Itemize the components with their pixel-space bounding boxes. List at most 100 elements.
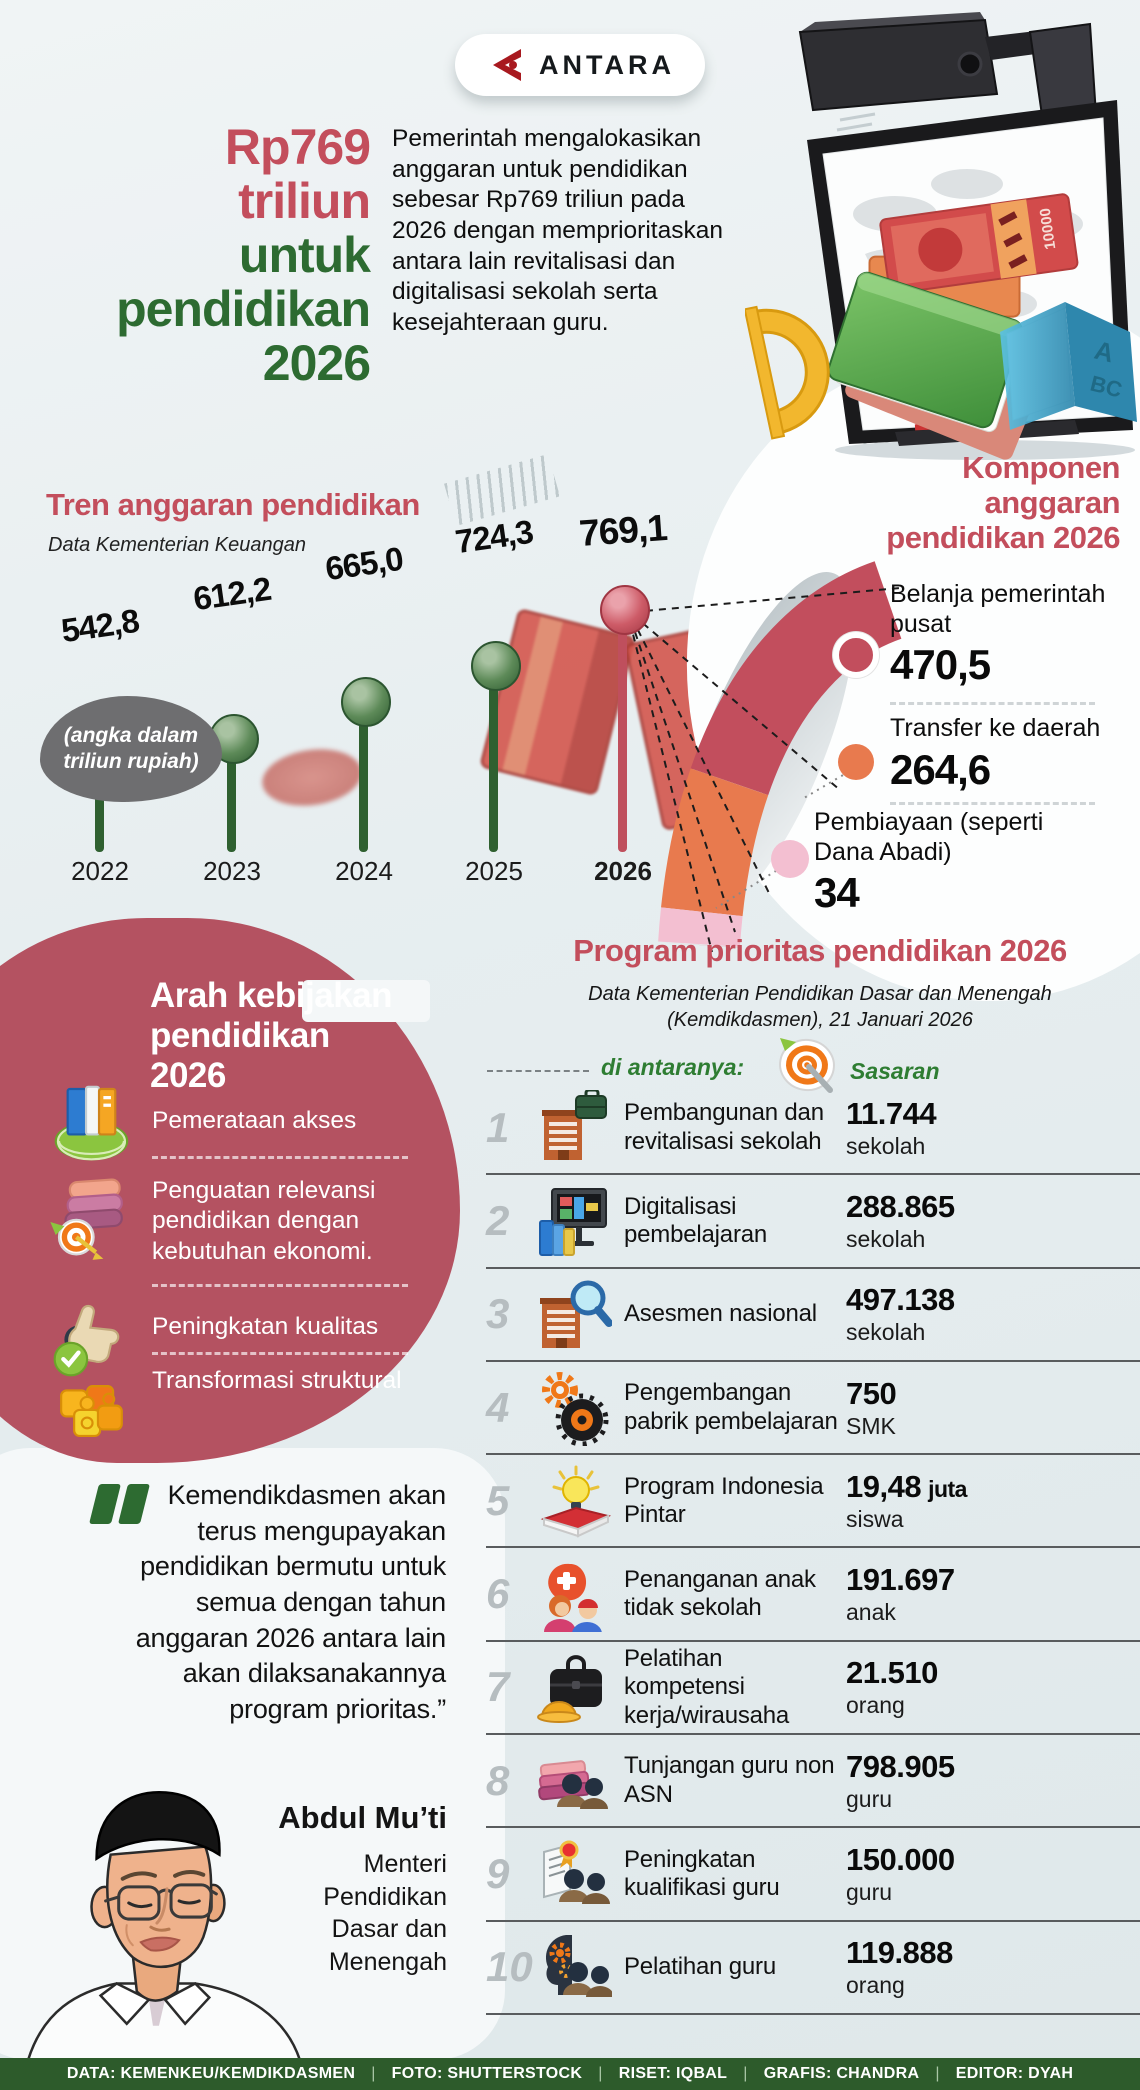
- legend-value: 34: [814, 869, 860, 916]
- target-unit: sekolah: [846, 1225, 926, 1252]
- books-globe-icon: [54, 1085, 129, 1161]
- policy-title-line: 2026: [150, 1055, 226, 1095]
- pin-stem-2022: [95, 772, 104, 852]
- program-target: 191.697 anak: [846, 1562, 1140, 1626]
- row-number: 5: [486, 1476, 510, 1524]
- program-target: 497.138 sekolah: [846, 1282, 1140, 1346]
- program-row-6: 6 Penanganan anak tidak sekolah 191.697 …: [486, 1548, 1140, 1642]
- row-number: 4: [486, 1383, 510, 1431]
- children-aid-icon: [544, 1563, 602, 1633]
- target-value: 288.865: [846, 1188, 955, 1224]
- certificate-teachers-icon: [543, 1840, 610, 1905]
- leader-line: [803, 767, 856, 799]
- column-header-target: Sasaran: [850, 1058, 940, 1084]
- title-line: pendidikan: [116, 281, 371, 337]
- target-unit: orang: [846, 1972, 905, 1999]
- trend-year-2026: 2026: [594, 856, 652, 886]
- program-row-2: 2 Digitalisasi pembelajaran 288.865 seko…: [486, 1175, 1140, 1269]
- role-line: Menteri: [363, 1850, 447, 1878]
- legend-bullet-financing: [771, 840, 809, 878]
- briefcase-helmet-icon: [537, 1655, 602, 1724]
- policy-title-line: Arah kebijakan: [150, 976, 393, 1015]
- program-target: 150.000 guru: [846, 1842, 1140, 1906]
- program-row-10: 10 Pelatihan guru 119.888 orang: [486, 1922, 1140, 2015]
- target-value: 11.744: [846, 1095, 937, 1131]
- policy-separator: [152, 1156, 408, 1159]
- donut-segment-transfer: [658, 561, 903, 948]
- program-label: Peningkatan kualifikasi guru: [624, 1845, 780, 1902]
- program-row-3: 3 Asesmen nasional 497.138 sekolah: [486, 1269, 1140, 1362]
- target-value: 497.138: [846, 1282, 955, 1318]
- program-section-title: Program prioritas pendidikan 2026: [573, 933, 1067, 968]
- training-mind-icon: [546, 1935, 612, 1998]
- target-value: 191.697: [846, 1562, 955, 1598]
- policy-item-label: Pemerataan akses: [152, 1107, 357, 1134]
- credit-foto: FOTO: SHUTTERSTOCK: [391, 2065, 583, 2082]
- row-number: 1: [486, 1103, 510, 1151]
- budget-components-donut: [658, 561, 903, 948]
- program-label: Pengembangan pabrik pembelajaran: [624, 1379, 838, 1435]
- program-source-line: Data Kementerian Pendidikan Dasar dan Me…: [588, 983, 1052, 1005]
- program-rows: 1 Pembangunan dan revitalisasi sekolah 1…: [486, 1082, 1140, 2015]
- program-target: 288.865 sekolah: [846, 1189, 1140, 1253]
- legend-label: Pembiayaan (seperti Dana Abadi): [814, 808, 1044, 866]
- credit-grafis: GRAFIS: CHANDRA: [763, 2065, 920, 2082]
- policy-item-label: Transformasi struktural: [152, 1367, 402, 1394]
- pin-stem-2024: [359, 700, 368, 852]
- row-number: 7: [486, 1663, 510, 1711]
- pin-stem-2023: [227, 737, 236, 852]
- antara-wordmark: ANTARA: [539, 49, 675, 80]
- legend-separator: [890, 802, 1095, 805]
- target-unit: guru: [846, 1785, 893, 1812]
- target-value: 750: [846, 1375, 897, 1411]
- building-magnifier-icon: [540, 1280, 612, 1349]
- money-teachers-icon: [538, 1759, 608, 1809]
- credit-separator: |: [935, 2065, 940, 2082]
- program-row-5: 5 Program Indonesia Pintar 19,48 juta sis…: [486, 1455, 1140, 1549]
- row-number: 3: [486, 1290, 510, 1338]
- target-unit: sekolah: [846, 1132, 926, 1159]
- program-label: Asesmen nasional: [624, 1300, 817, 1328]
- program-label: Digitalisasi pembelajaran: [624, 1192, 768, 1248]
- pin-marker-2024: [341, 677, 391, 727]
- target-value-suffix: juta: [928, 1475, 967, 1502]
- trend-source: Data Kementerian Keuangan: [48, 534, 306, 556]
- role-line: Menengah: [328, 1947, 447, 1976]
- credit-separator: |: [743, 2065, 748, 2082]
- policy-title-line: pendidikan: [150, 1015, 330, 1055]
- policy-section-title: Arah kebijakan pendidikan 2026: [150, 976, 440, 1096]
- trend-year-2022: 2022: [71, 856, 129, 886]
- rupiah-banknote-icon: 10000: [868, 193, 1079, 318]
- green-book-icon: [827, 271, 1045, 460]
- puzzle-icon: [60, 1385, 123, 1438]
- antara-logo-icon: [493, 49, 521, 81]
- digital-screen-books-icon: [539, 1187, 607, 1256]
- quote-author: Abdul Mu’ti: [278, 1800, 447, 1835]
- pin-marker-2026: [600, 585, 650, 635]
- school-building-icon: [542, 1089, 607, 1160]
- components-title-line: pendidikan 2026: [886, 520, 1120, 556]
- row-number: 2: [486, 1196, 510, 1244]
- target-unit: siswa: [846, 1505, 904, 1532]
- column-header-items: di antaranya:: [601, 1054, 745, 1080]
- policy-separator: [152, 1352, 408, 1355]
- row-number: 9: [486, 1850, 510, 1898]
- program-row-1: 1 Pembangunan dan revitalisasi sekolah 1…: [486, 1082, 1140, 1176]
- target-value: 150.000: [846, 1842, 955, 1878]
- antara-logo: ANTARA: [455, 34, 705, 96]
- title-line: 2026: [262, 335, 371, 391]
- whiteboard-projector-illustration: 10000 A BC: [745, 12, 1137, 460]
- target-arrow-icon: [779, 1038, 835, 1093]
- target-value: 19,48: [846, 1468, 922, 1504]
- target-layers-icon: [50, 1178, 123, 1260]
- quote-text: Kemendikdasmen akan terus mengupayakan p…: [135, 1480, 446, 1724]
- thumbs-up-icon: [53, 1304, 120, 1377]
- legend-item-transfer: Transfer ke daerah 264,6: [890, 714, 1130, 794]
- program-label: Penanganan anak tidak sekolah: [624, 1565, 816, 1622]
- trend-section-title: Tren anggaran pendidikan: [46, 487, 420, 522]
- program-source-line: (Kemdikdasmen), 21 Januari 2026: [667, 1009, 973, 1031]
- title-line: untuk: [238, 227, 371, 283]
- credit-riset: RISET: IQBAL: [618, 2065, 728, 2082]
- program-row-8: 8 Tunjangan guru non ASN 798.905 guru: [486, 1735, 1140, 1829]
